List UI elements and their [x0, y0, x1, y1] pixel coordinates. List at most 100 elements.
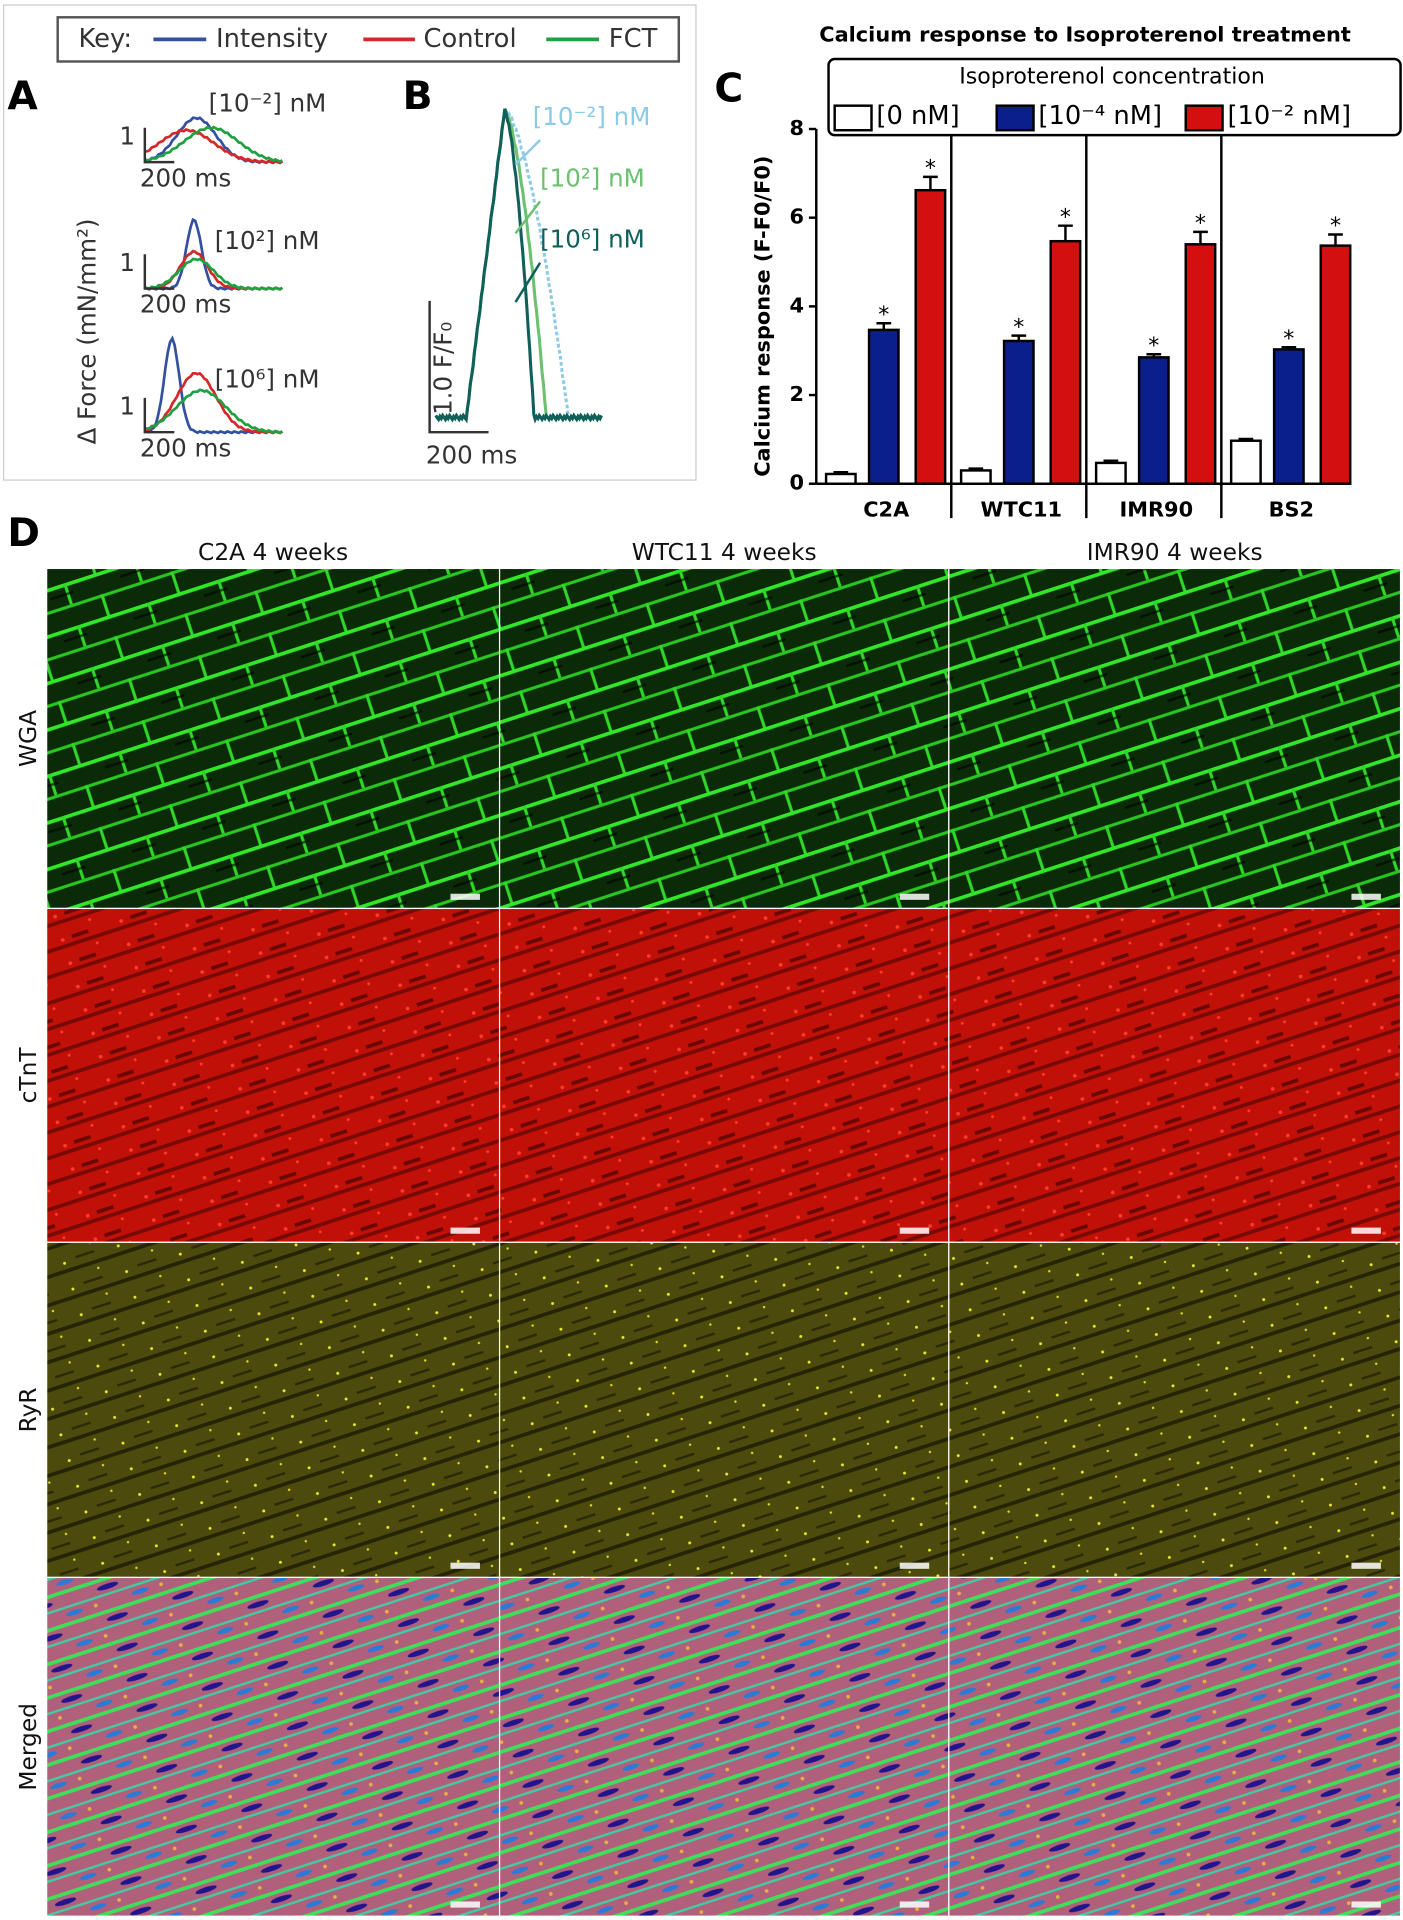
- column-title: C2A 4 weeks: [198, 539, 348, 566]
- scale-time: 200 ms: [140, 433, 231, 462]
- legend-swatch: [833, 104, 873, 132]
- scale-bar: [450, 1562, 480, 1569]
- row-label: Merged: [15, 1703, 42, 1791]
- error-bar: [1103, 459, 1119, 463]
- y-tick-label: 6: [789, 205, 804, 229]
- significance-marker: *: [925, 156, 936, 182]
- scale-bar: [899, 1227, 930, 1234]
- key-label: Key:: [79, 24, 133, 54]
- error-bar: [1328, 233, 1343, 246]
- y-axis-label: Calcium response (F-F0/F0): [750, 156, 774, 477]
- significance-marker: *: [1013, 314, 1024, 340]
- error-bar: [1058, 224, 1073, 242]
- concentration-label: [10⁶] nM: [540, 225, 645, 254]
- scale-bar: [1351, 1227, 1381, 1234]
- pointer: [514, 139, 541, 166]
- y-tick-label: 0: [789, 471, 804, 495]
- error-bar: [968, 467, 984, 471]
- scale-bar: [899, 1562, 930, 1569]
- significance-marker: *: [1330, 213, 1341, 239]
- micrograph: [948, 1241, 1402, 1579]
- scale-time: 200 ms: [140, 290, 231, 319]
- column-title: WTC11 4 weeks: [632, 539, 817, 566]
- micrograph: [948, 1576, 1402, 1917]
- error-bar: [876, 321, 892, 330]
- legend-item: [10⁻⁴ nM]: [1038, 101, 1162, 131]
- bar: [1049, 239, 1082, 485]
- scale-bar: [143, 254, 175, 290]
- bar: [914, 188, 947, 485]
- key-item: Control: [423, 24, 516, 54]
- scale-bar: [450, 893, 480, 900]
- trace: [144, 371, 284, 435]
- x-tick-label: C2A: [863, 498, 910, 522]
- scale-time: 200 ms: [426, 441, 517, 470]
- panel-b: 1.0 F/F₀ 200 ms [10⁻²] nM [10²] nM [10⁶] nM: [426, 102, 650, 470]
- significance-marker: *: [1283, 326, 1294, 352]
- micrograph: [948, 907, 1402, 1243]
- scale-value: 1.0 F/F₀: [428, 322, 457, 415]
- scale-value: 1: [119, 392, 135, 421]
- micrograph: [46, 1576, 501, 1917]
- error-bar: [1281, 345, 1297, 350]
- scale-bar: [1351, 893, 1381, 900]
- concentration-label: [10⁶] nM: [215, 365, 320, 394]
- key-item: Intensity: [216, 24, 328, 54]
- row-label: cTnT: [15, 1047, 42, 1104]
- trace: [434, 108, 603, 424]
- significance-marker: *: [1060, 204, 1071, 230]
- micrograph: [498, 1576, 950, 1917]
- micrograph: [46, 907, 501, 1243]
- x-tick-label: BS2: [1269, 498, 1314, 522]
- key-item: FCT: [609, 24, 658, 54]
- pointer: [514, 200, 542, 235]
- row-label: RyR: [15, 1387, 42, 1432]
- legend-title: Isoproterenol concentration: [959, 63, 1265, 89]
- bar: [1319, 244, 1352, 485]
- x-tick-label: IMR90: [1119, 498, 1193, 522]
- concentration-label: [10²] nM: [540, 163, 645, 192]
- legend-swatch: [1184, 104, 1224, 132]
- row-label: WGA: [15, 710, 42, 767]
- bar: [867, 328, 900, 485]
- bar: [824, 472, 857, 485]
- panel-label: A: [7, 74, 38, 119]
- pointer: [514, 262, 542, 303]
- panel-frame: [3, 4, 697, 481]
- scale-bar: [143, 397, 175, 434]
- y-tick-label: 8: [789, 116, 804, 140]
- concentration-label: [10⁻²] nM: [209, 88, 327, 117]
- error-bar: [923, 175, 938, 191]
- bar: [1229, 439, 1262, 485]
- bar: [959, 469, 992, 485]
- scale-value: 1: [119, 122, 135, 151]
- concentration-label: [10²] nM: [215, 226, 320, 255]
- scale-time: 200 ms: [140, 163, 231, 192]
- micrograph: [498, 907, 950, 1243]
- column-title: IMR90 4 weeks: [1087, 539, 1263, 566]
- legend-box: [827, 57, 1402, 137]
- micrograph: [498, 567, 950, 910]
- scale-bar: [428, 300, 489, 434]
- error-bar: [1193, 230, 1208, 245]
- bar: [1272, 348, 1305, 485]
- significance-marker: *: [1195, 211, 1206, 237]
- scale-bar: [899, 893, 930, 900]
- error-bar: [833, 470, 849, 474]
- scale-bar: [450, 1227, 480, 1234]
- bar: [1184, 243, 1217, 485]
- y-tick-label: 4: [789, 293, 804, 317]
- bar: [1094, 461, 1127, 485]
- significance-marker: *: [878, 302, 889, 328]
- micrograph: [46, 1241, 501, 1579]
- scale-bar: [1351, 1901, 1381, 1908]
- trace: [144, 127, 283, 165]
- scale-bar: [450, 1901, 480, 1908]
- bar: [1002, 339, 1035, 485]
- legend-item: [10⁻² nM]: [1227, 101, 1351, 131]
- significance-marker: *: [1148, 333, 1159, 359]
- y-axis-label: Δ Force (mN/mm²): [72, 219, 101, 445]
- scale-bar: [1351, 1562, 1381, 1569]
